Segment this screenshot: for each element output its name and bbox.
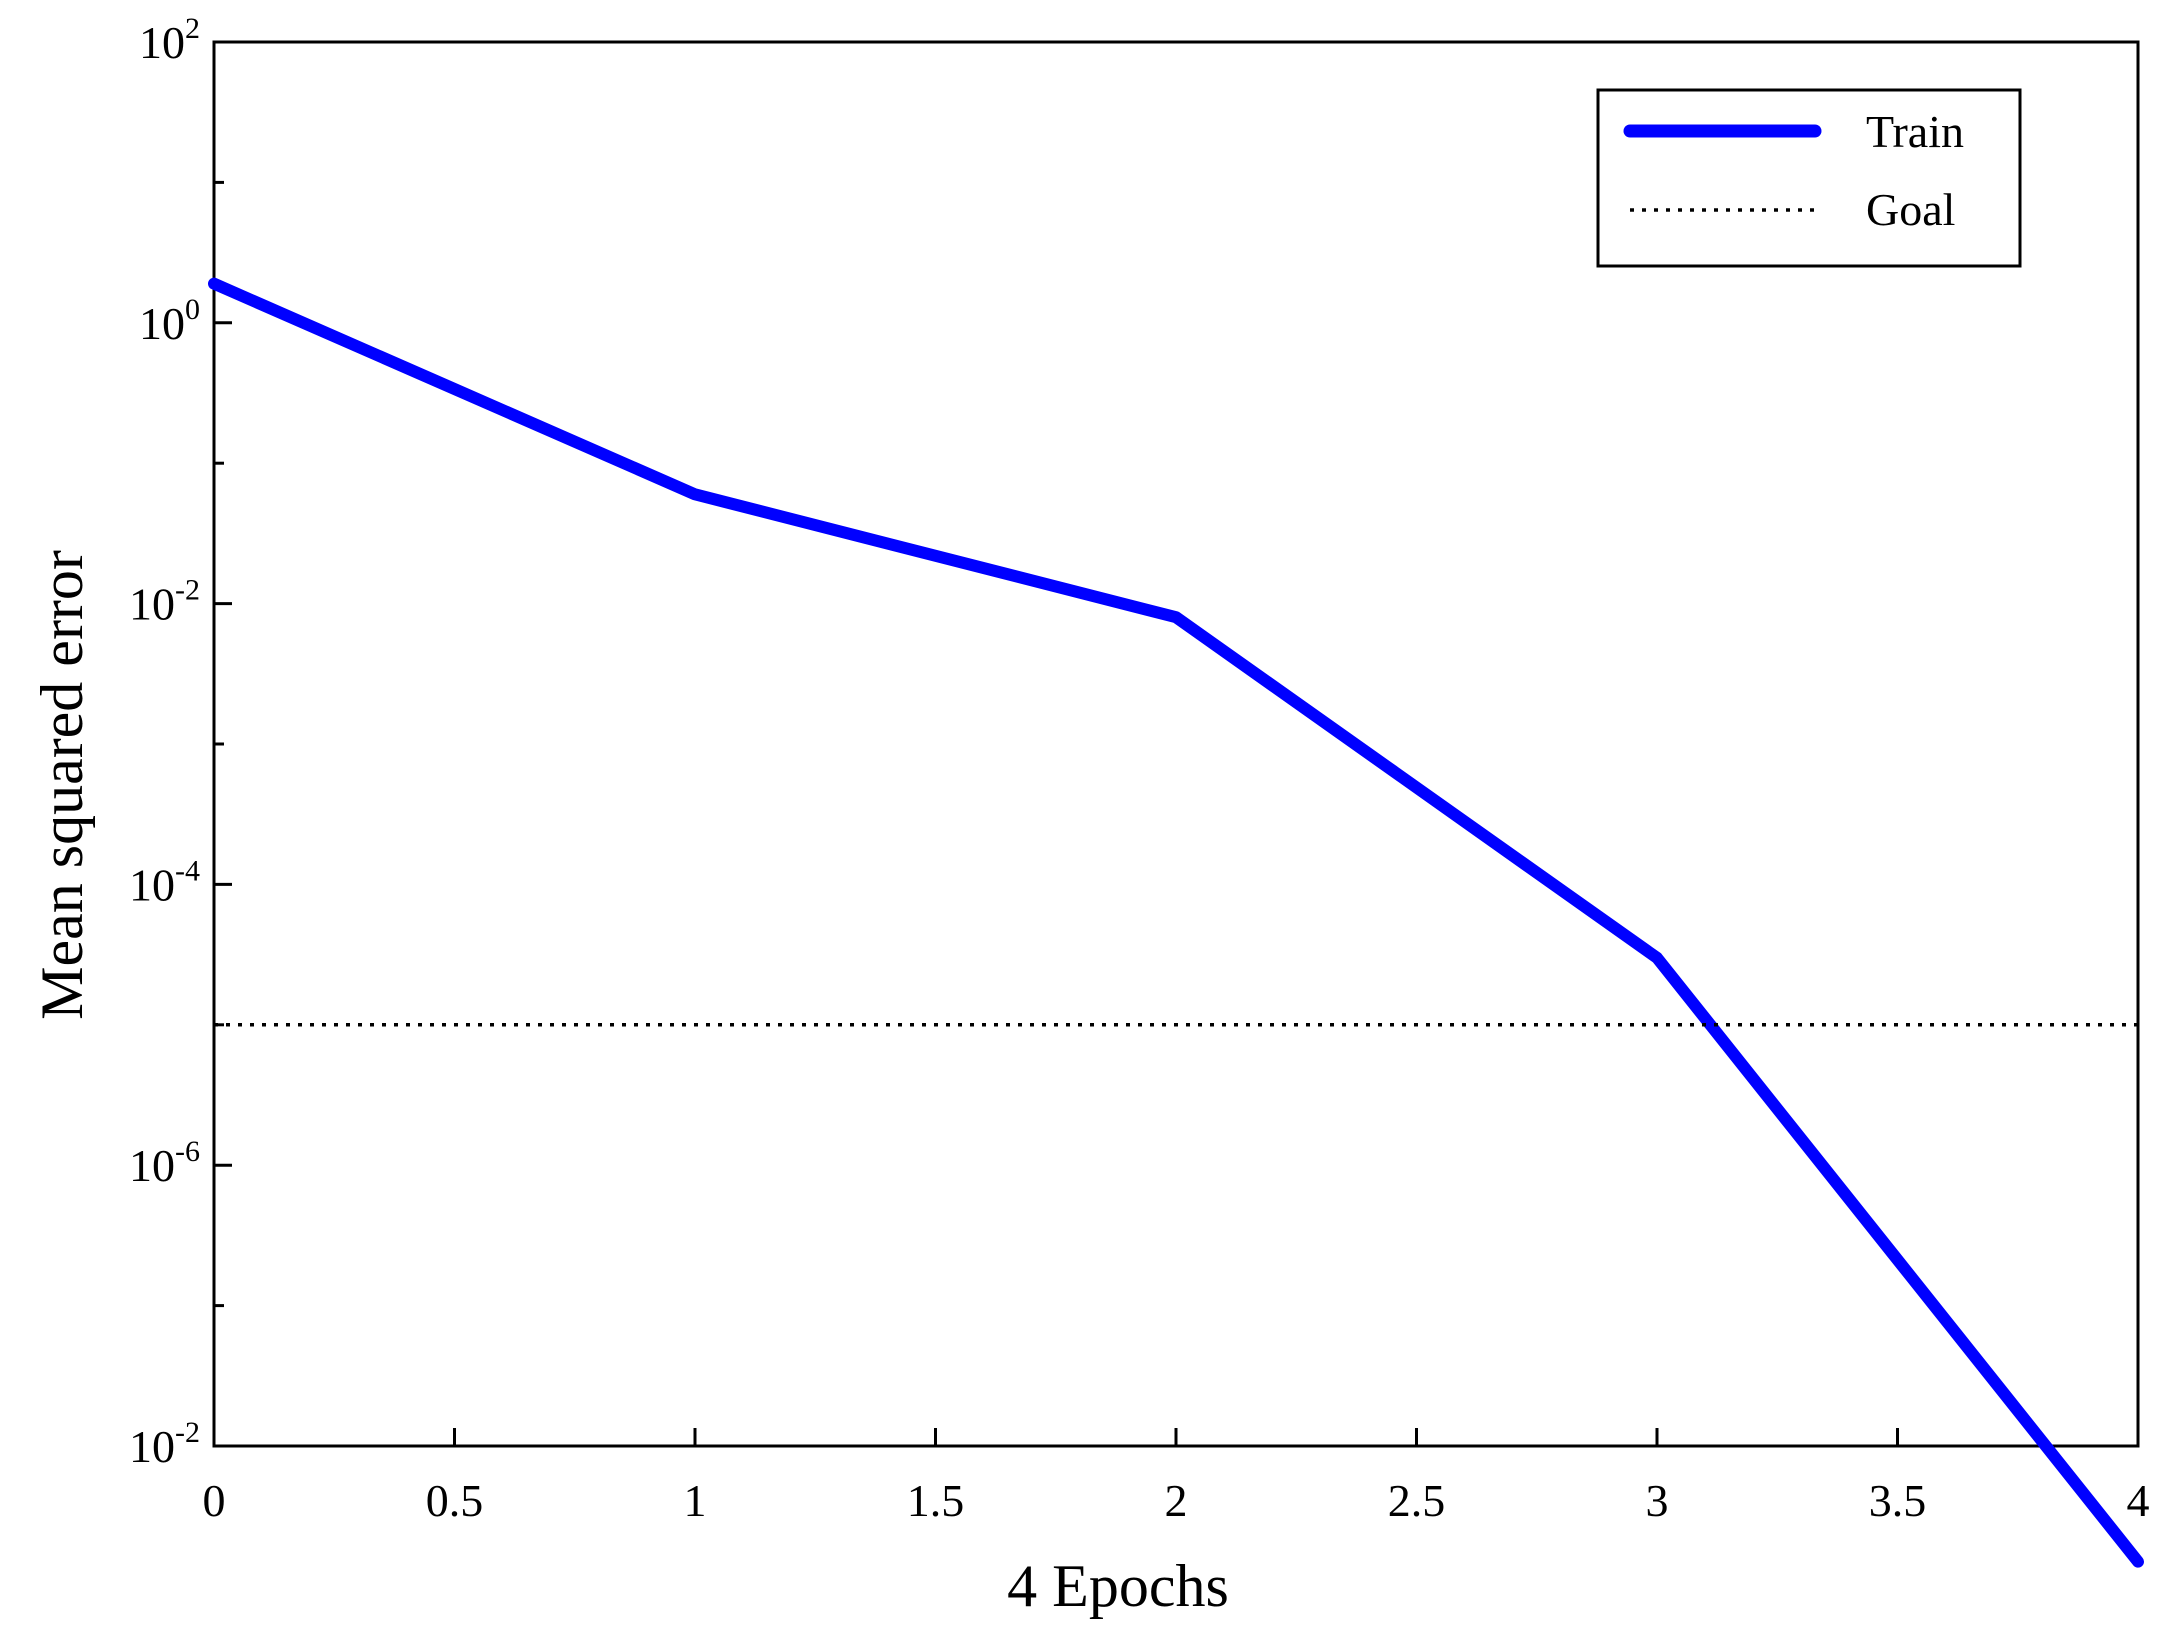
x-tick-label: 2.5 (1388, 1475, 1446, 1526)
series-line-train (208, 277, 2144, 1568)
y-axis-ticks: 102 100 10-2 10-4 10-6 10-2 (129, 12, 232, 1472)
y-tick-label: 100 (139, 293, 200, 349)
x-tick-label: 3.5 (1869, 1475, 1927, 1526)
x-axis-label: 4 Epochs (1007, 1553, 1229, 1619)
x-tick-label: 0.5 (426, 1475, 484, 1526)
legend-box (1596, 88, 2022, 268)
y-tick-label: 10-6 (129, 1135, 200, 1191)
y-tick-label: 10-2 (129, 1416, 200, 1472)
y-tick-label: 10-4 (129, 854, 200, 910)
x-tick-label: 1.5 (907, 1475, 965, 1526)
y-tick-label: 10-2 (129, 574, 200, 630)
legend-goal-label: Goal (1866, 184, 1955, 235)
plot-area (212, 40, 2140, 1448)
series-layer (208, 277, 2144, 1568)
x-tick-label: 3 (1646, 1475, 1669, 1526)
y-axis-label: Mean squared error (29, 550, 95, 1020)
legend: Train Goal (1596, 88, 2022, 268)
x-tick-label: 2 (1165, 1475, 1188, 1526)
x-tick-label: 4 (2127, 1475, 2150, 1526)
y-tick-label: 102 (139, 12, 200, 68)
legend-train-label: Train (1866, 106, 1964, 157)
x-axis-ticks: 0 0.5 1 1.5 2 2.5 3 3.5 4 (203, 1428, 2150, 1526)
x-tick-label: 1 (684, 1475, 707, 1526)
plot-frame (212, 40, 2140, 1448)
x-tick-label: 0 (203, 1475, 226, 1526)
